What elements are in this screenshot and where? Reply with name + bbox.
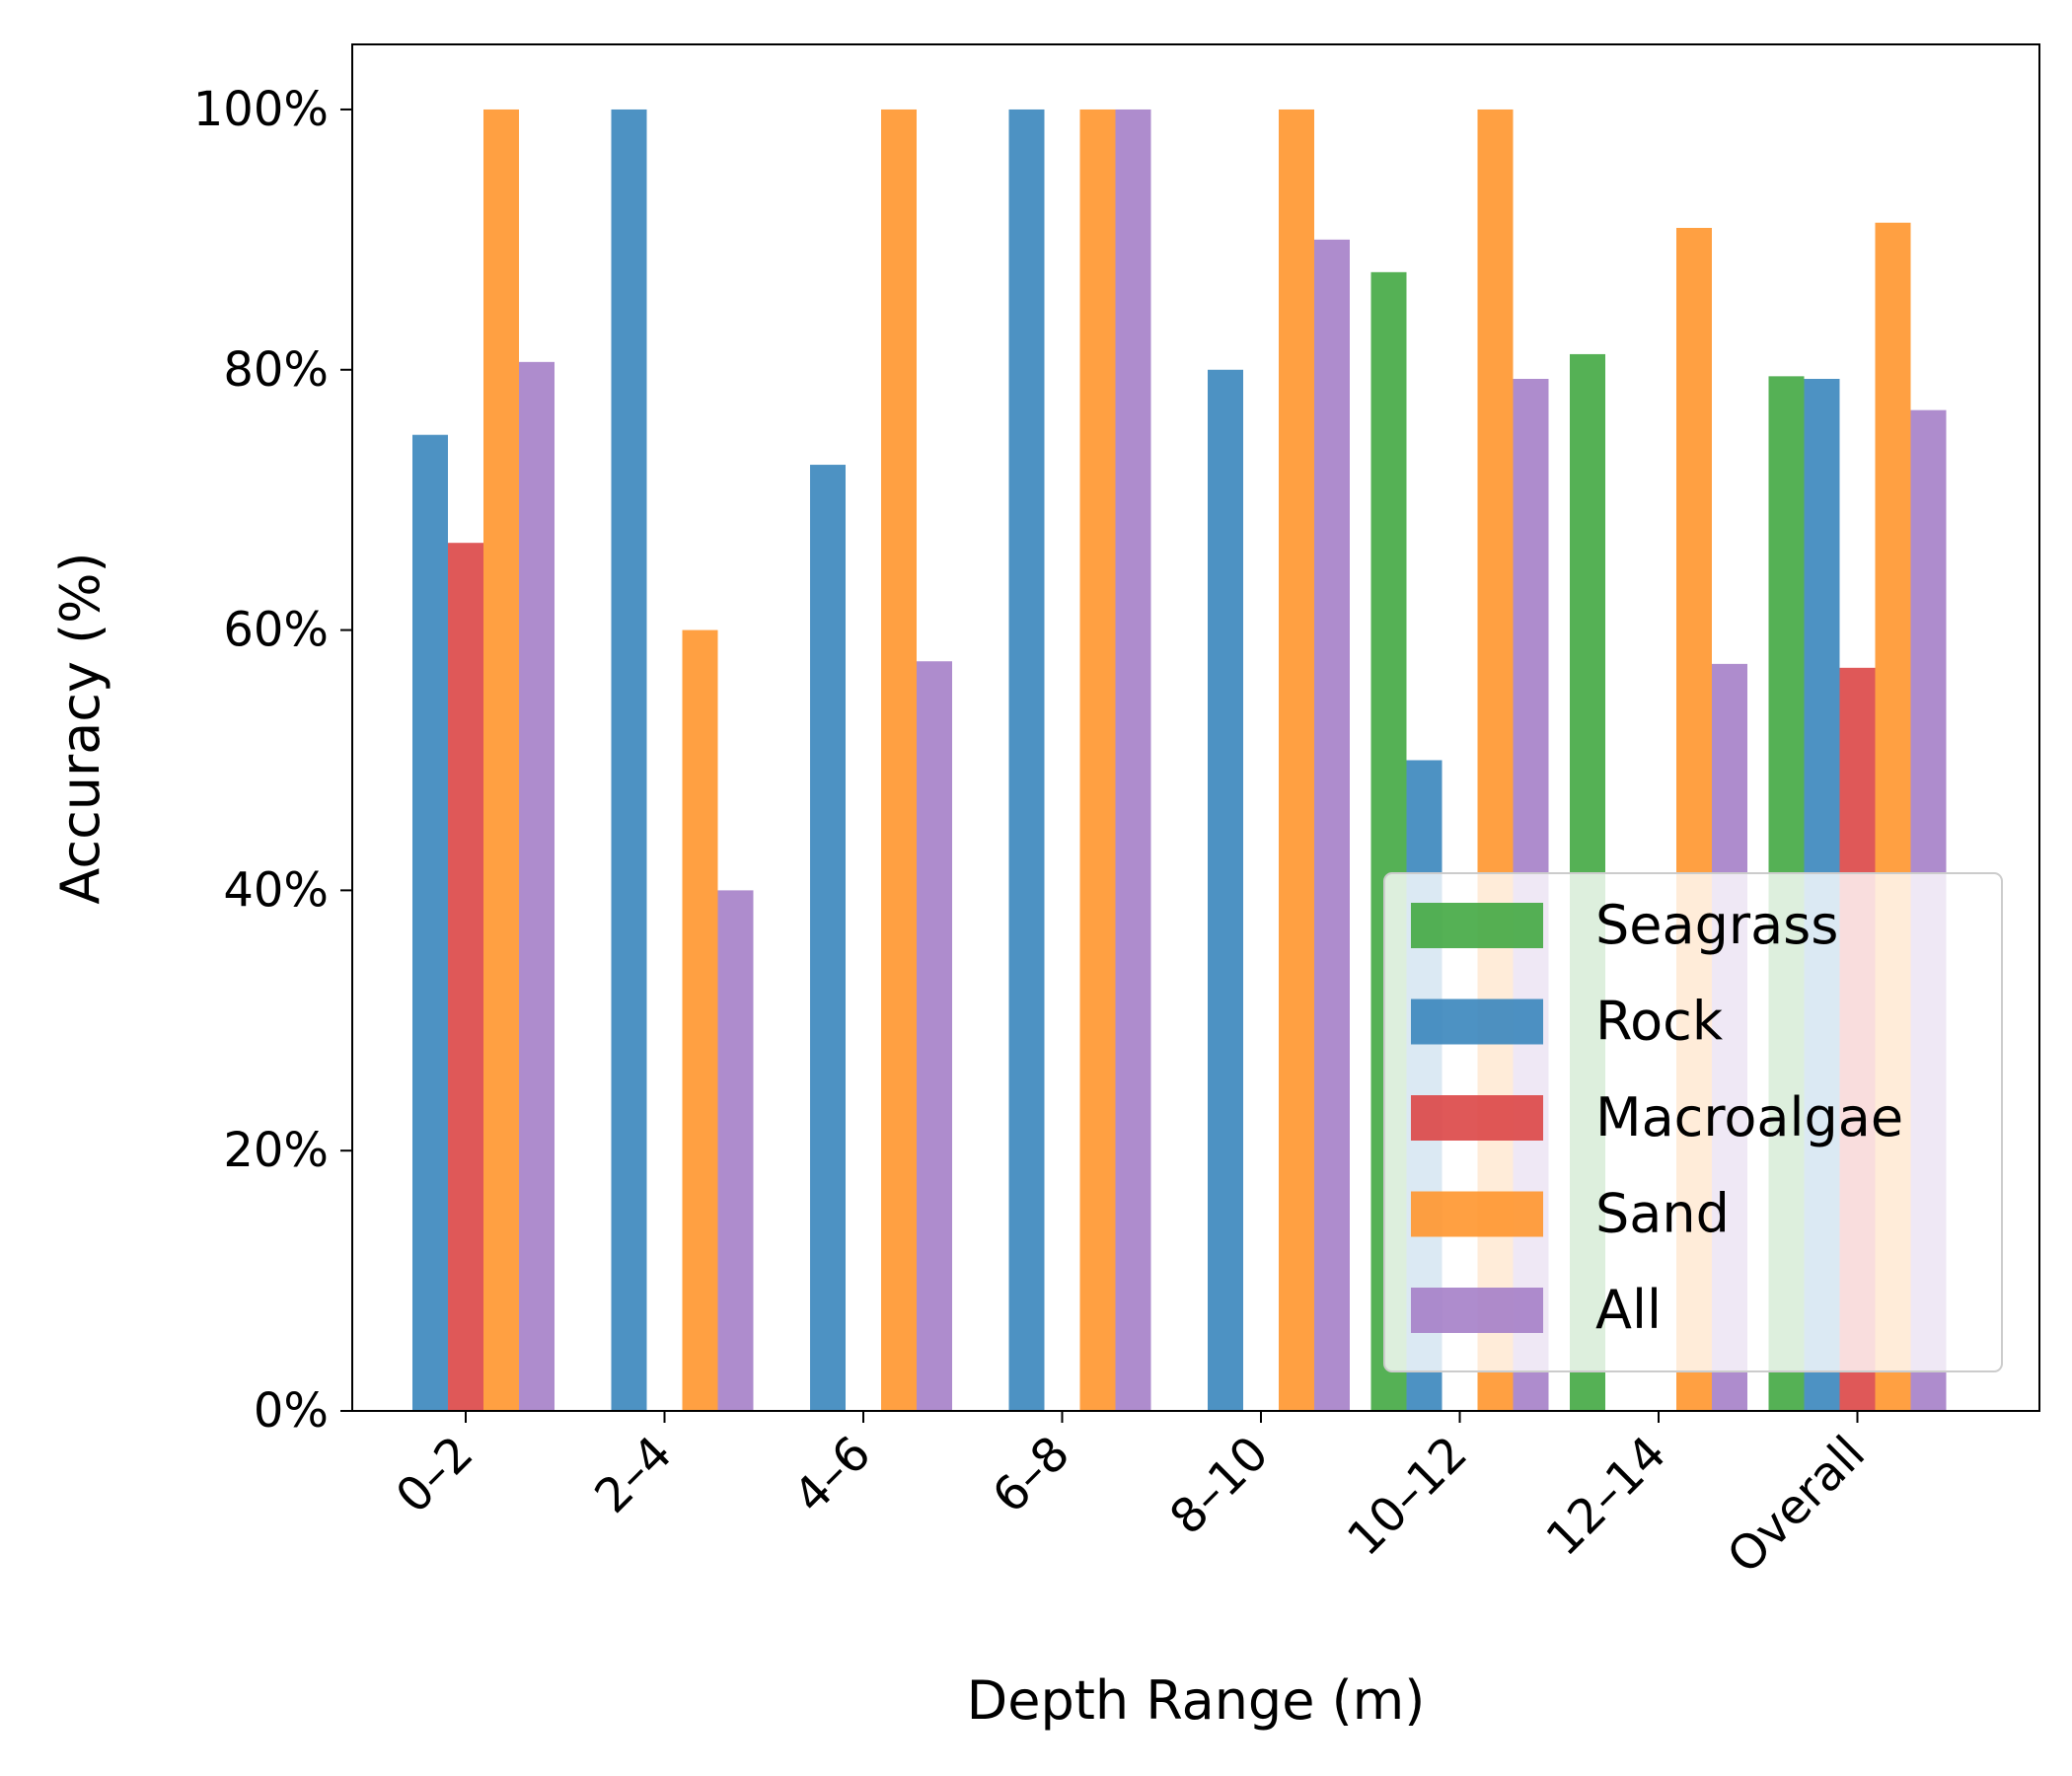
legend-swatch-seagrass: [1411, 903, 1543, 948]
bar-rock-1: [611, 109, 647, 1411]
x-tick-label: 0–2: [386, 1426, 484, 1524]
legend-swatch-rock: [1411, 999, 1543, 1045]
bar-sand-4: [1279, 109, 1314, 1411]
legend-label-all: All: [1595, 1279, 1662, 1341]
bar-macroalgae-0: [448, 543, 483, 1411]
plot-frame: [351, 43, 2040, 1412]
legend-swatch-sand: [1411, 1191, 1543, 1237]
x-tick-label: 2–4: [584, 1426, 683, 1524]
y-tick-label: 80%: [223, 342, 329, 398]
bar-rock-4: [1208, 369, 1243, 1411]
legend-label-rock: Rock: [1595, 991, 1724, 1053]
bar-sand-0: [483, 109, 519, 1411]
bar-sand-3: [1079, 109, 1116, 1411]
y-axis: 0% 20% 40% 60% 80% 100%: [193, 82, 352, 1439]
y-tick-label: 20%: [223, 1123, 329, 1178]
bar-rock-2: [810, 465, 846, 1411]
y-tick-label: 0%: [254, 1383, 329, 1439]
x-tick-label: 4–6: [783, 1426, 882, 1524]
legend-frame: [1383, 872, 2003, 1372]
legend-swatch-all: [1411, 1288, 1543, 1333]
legend-label-sand: Sand: [1595, 1183, 1730, 1245]
legend-label-macroalgae: Macroalgae: [1595, 1086, 1903, 1148]
bar-all-4: [1314, 239, 1350, 1411]
bar-rock-0: [412, 434, 448, 1411]
bar-sand-1: [682, 629, 718, 1411]
x-tick-label: 6–8: [982, 1426, 1080, 1524]
y-axis-label: Accuracy (%): [49, 552, 111, 904]
bar-sand-2: [881, 109, 917, 1411]
x-axis: 0–2 2–4 4–6 6–8 8–10 10–12 12–14 Overall: [386, 1411, 1876, 1585]
x-tick-label: 12–14: [1536, 1426, 1677, 1567]
bar-all-1: [717, 890, 754, 1411]
bar-all-2: [917, 661, 952, 1411]
x-tick-label: 10–12: [1337, 1426, 1478, 1567]
bar-rock-3: [1008, 109, 1045, 1411]
y-tick-label: 40%: [223, 862, 329, 918]
x-axis-label: Depth Range (m): [967, 1669, 1426, 1732]
legend: Seagrass Rock Macroalgae Sand All: [1383, 872, 2003, 1372]
y-tick-label: 60%: [223, 603, 329, 658]
x-tick-label: Overall: [1717, 1426, 1876, 1585]
legend-swatch-macroalgae: [1411, 1095, 1543, 1141]
y-tick-label: 100%: [193, 82, 329, 137]
x-tick-label: 8–10: [1159, 1426, 1279, 1545]
bar-all-0: [519, 361, 555, 1411]
legend-label-seagrass: Seagrass: [1595, 894, 1838, 956]
bar-all-3: [1115, 109, 1151, 1411]
